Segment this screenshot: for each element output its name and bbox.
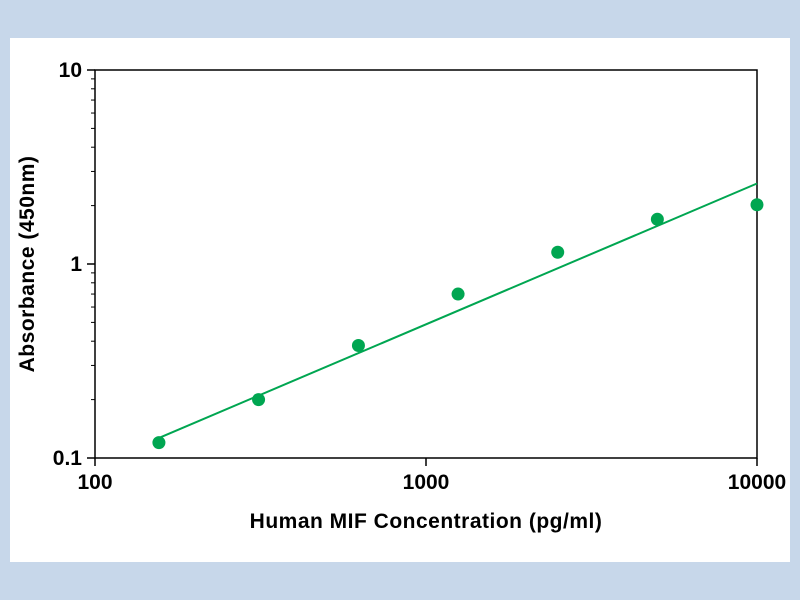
y-tick-label: 1 <box>70 253 82 276</box>
data-point <box>351 339 365 353</box>
data-point <box>551 245 565 259</box>
plot-frame <box>94 69 758 459</box>
trend-line <box>160 182 758 439</box>
y-axis-label: Absorbance (450nm) <box>16 156 39 373</box>
y-tick-label: 10 <box>59 59 82 82</box>
data-point <box>650 212 664 226</box>
chart-canvas: 0.1 1 10 100 1000 10000 Human MIF Concentrati… <box>10 38 790 562</box>
data-point <box>252 393 266 407</box>
x-tick-label: 1000 <box>403 471 450 494</box>
x-axis-label: Human MIF Concentration (pg/ml) <box>250 510 603 533</box>
x-tick-label: 10000 <box>728 471 786 494</box>
y-tick-label: 0.1 <box>53 447 83 470</box>
data-point <box>152 436 166 450</box>
x-tick-label: 100 <box>77 471 112 494</box>
data-point <box>750 198 764 212</box>
elisa-standard-curve-chart: 0.1 1 10 100 1000 10000 Human MIF Concentrati… <box>16 59 786 533</box>
plot-area: 0.1 1 10 100 1000 10000 <box>53 59 786 494</box>
data-point <box>451 287 465 301</box>
